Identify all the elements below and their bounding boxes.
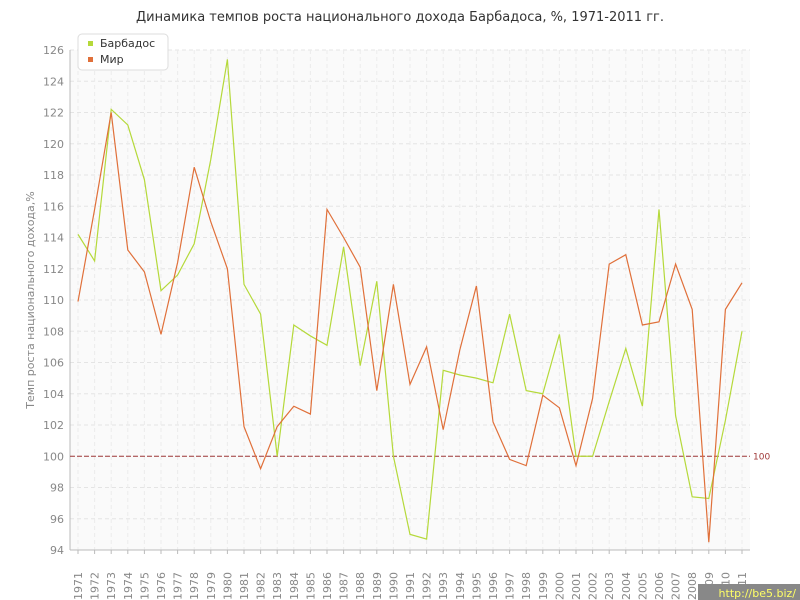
x-tick-label: 1989 (371, 572, 384, 600)
y-tick-label: 126 (43, 44, 64, 57)
x-tick-label: 1999 (537, 572, 550, 600)
y-tick-label: 114 (43, 232, 64, 245)
x-tick-label: 1995 (470, 572, 483, 600)
x-tick-label: 1980 (221, 572, 234, 600)
legend-label: Мир (100, 53, 124, 66)
x-tick-label: 1977 (172, 572, 185, 600)
x-tick-label: 1984 (288, 572, 301, 600)
series-line (77, 59, 743, 540)
y-tick-label: 120 (43, 138, 64, 151)
y-tick-label: 106 (43, 357, 64, 370)
y-tick-label: 98 (50, 482, 64, 495)
x-tick-label: 2002 (587, 572, 600, 600)
x-tick-label: 1974 (122, 572, 135, 600)
x-tick-label: 1997 (504, 572, 517, 600)
y-tick-label: 118 (43, 169, 64, 182)
watermark-bg (698, 584, 800, 600)
x-tick-label: 1978 (188, 572, 201, 600)
x-tick-label: 1986 (321, 572, 334, 600)
chart-title: Динамика темпов роста национального дохо… (136, 10, 664, 25)
y-tick-label: 124 (43, 75, 64, 88)
y-tick-label: 116 (43, 200, 64, 213)
legend-swatch (88, 57, 93, 62)
x-tick-label: 2004 (620, 572, 633, 600)
y-tick-label: 100 (43, 450, 64, 463)
y-tick-label: 102 (43, 419, 64, 432)
y-tick-label: 104 (43, 388, 64, 401)
x-tick-label: 2003 (603, 572, 616, 600)
x-tick-label: 1975 (138, 572, 151, 600)
x-tick-label: 1993 (437, 572, 450, 600)
series-line (77, 112, 743, 543)
x-tick-label: 1994 (454, 572, 467, 600)
x-tick-label: 1987 (338, 572, 351, 600)
x-tick-label: 1972 (89, 572, 102, 600)
legend: Барбадос Мир (77, 33, 169, 71)
y-axis-label: Темп роста национального дохода,% (24, 191, 37, 409)
watermark: http://be5.biz/ (719, 587, 797, 600)
x-tick-label: 1981 (238, 572, 251, 600)
x-tick-label: 1991 (404, 572, 417, 600)
x-tick-label: 1998 (520, 572, 533, 600)
x-tick-label: 2006 (653, 572, 666, 600)
y-tick-label: 94 (50, 544, 64, 557)
x-tick-label: 2007 (670, 572, 683, 600)
x-tick-label: 1990 (387, 572, 400, 600)
x-tick-label: 1976 (155, 572, 168, 600)
x-tick-label: 1985 (304, 572, 317, 600)
reference-label: 100 (753, 452, 770, 462)
x-tick-label: 2005 (636, 572, 649, 600)
y-tick-label: 112 (43, 263, 64, 276)
x-tick-label: 1983 (271, 572, 284, 600)
x-tick-label: 2000 (553, 572, 566, 600)
x-tick-label: 2001 (570, 572, 583, 600)
legend-swatch (88, 41, 93, 46)
y-tick-label: 110 (43, 294, 64, 307)
y-tick-label: 122 (43, 107, 64, 120)
x-tick-label: 1982 (255, 572, 268, 600)
x-tick-label: 1988 (354, 572, 367, 600)
x-tick-label: 1996 (487, 572, 500, 600)
x-tick-label: 1971 (72, 572, 85, 600)
x-tick-label: 2008 (686, 572, 699, 600)
legend-label: Барбадос (100, 37, 155, 50)
x-tick-label: 1992 (421, 572, 434, 600)
legend-box (77, 33, 169, 71)
x-tick-label: 1979 (205, 572, 218, 600)
y-tick-label: 108 (43, 325, 64, 338)
y-tick-label: 96 (50, 513, 64, 526)
x-tick-label: 1973 (105, 572, 118, 600)
